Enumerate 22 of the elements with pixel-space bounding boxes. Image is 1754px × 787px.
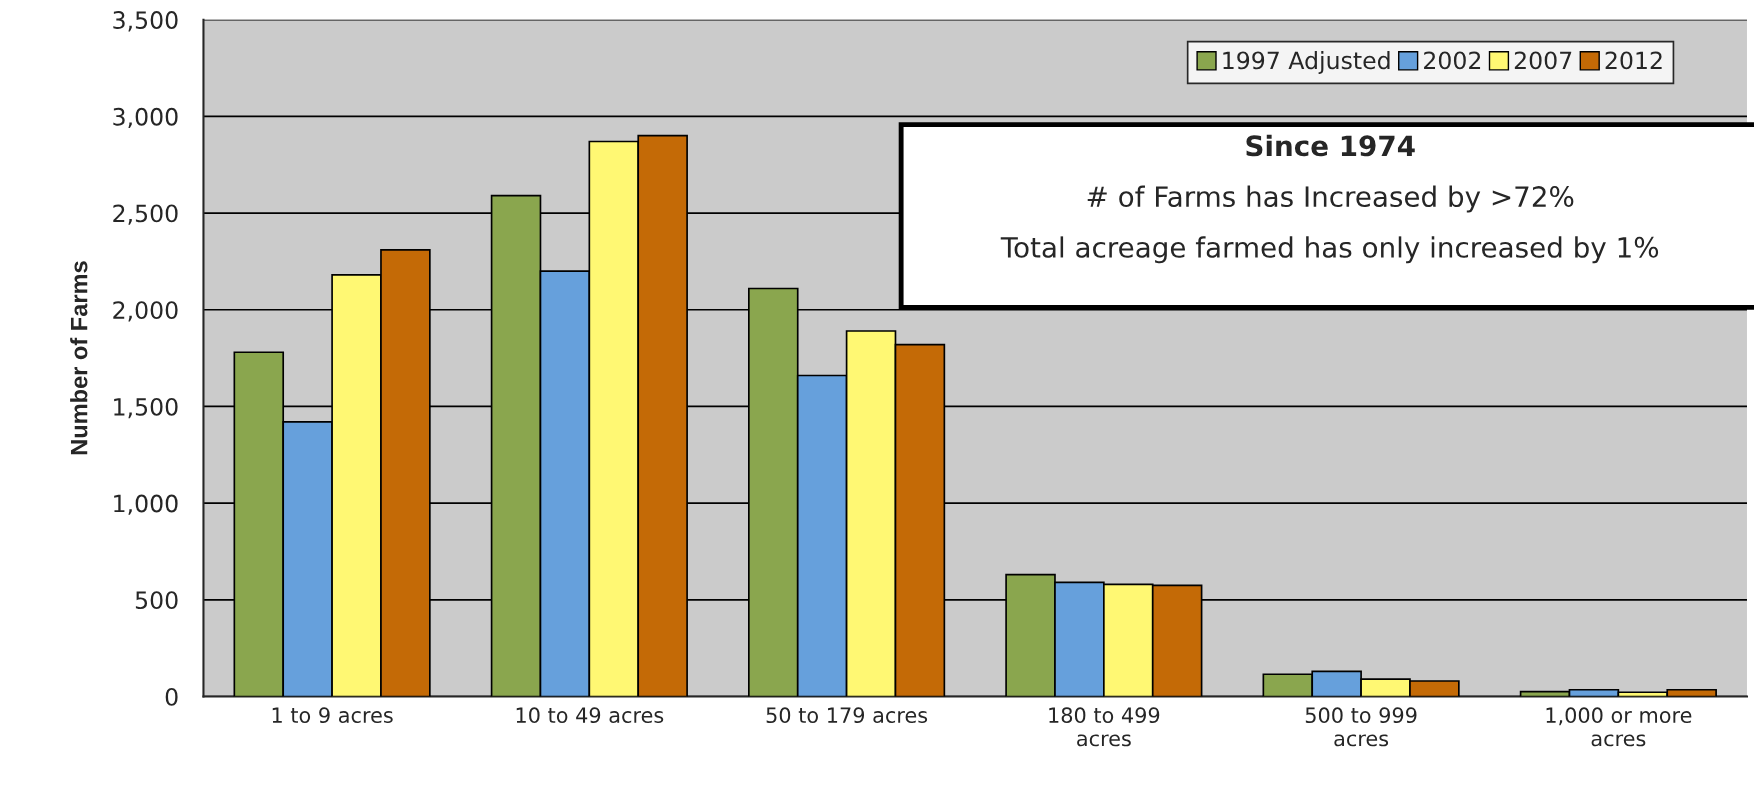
annotation: Since 1974 xyxy=(1246,134,1415,157)
annotation: Total acreage farmed has only increased by 1% xyxy=(1000,236,1659,264)
y-tick-label: 500 xyxy=(135,591,178,610)
y-tick-label: 2,000 xyxy=(113,301,178,322)
legend-label: 2007 xyxy=(1514,51,1572,70)
x-tick-label: 500 to 999 acres xyxy=(1305,707,1417,747)
x-tick-label: 50 to 179 acres xyxy=(766,707,928,724)
annotation: # of Farms has Increased by >72% xyxy=(1087,185,1574,213)
y-tick-label: 3,000 xyxy=(113,107,178,129)
x-tick-label: 1 to 9 acres xyxy=(272,707,393,724)
y-axis-title: Number of Farms xyxy=(70,261,88,455)
legend-label: 2002 xyxy=(1424,51,1481,70)
legend-label: 1997 Adjusted xyxy=(1223,51,1390,74)
y-tick-label: 0 xyxy=(165,687,178,706)
legend-label: 2012 xyxy=(1605,51,1662,70)
x-tick-label: 180 to 499 acres xyxy=(1049,707,1160,747)
y-tick-label: 3,500 xyxy=(113,11,178,32)
x-tick-label: 1,000 or more acres xyxy=(1546,707,1692,747)
y-tick-label: 1,500 xyxy=(114,397,178,419)
x-tick-label: 10 to 49 acres xyxy=(516,707,664,724)
y-tick-label: 2,500 xyxy=(113,204,178,225)
y-tick-label: 1,000 xyxy=(114,494,178,515)
